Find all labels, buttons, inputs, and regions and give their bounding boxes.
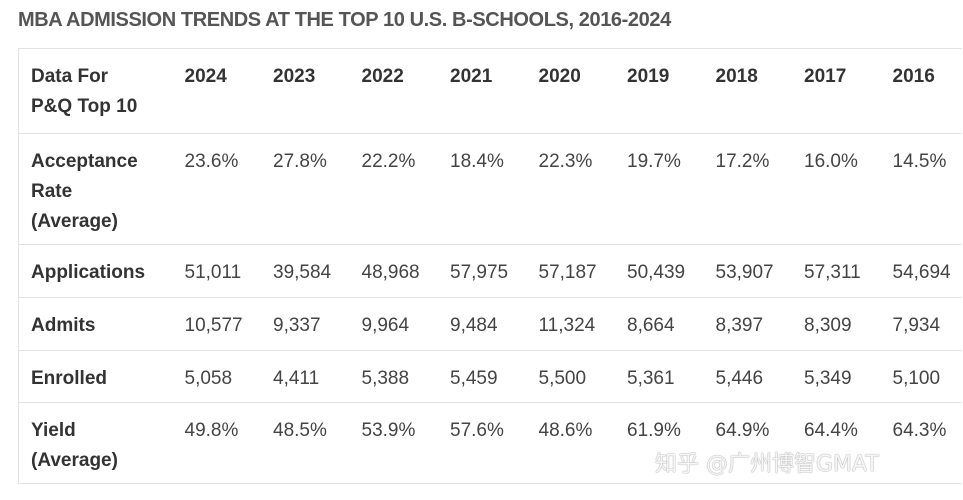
year-header: 2021 <box>450 48 539 134</box>
table-cell: 19.7% <box>627 133 716 245</box>
table-cell: 64.9% <box>715 402 804 484</box>
table-row: Admits 10,577 9,337 9,964 9,484 11,324 8,664 8,… <box>18 297 962 351</box>
table-cell: 10,577 <box>184 297 273 351</box>
table-cell: 8,397 <box>715 297 804 351</box>
header-label: Data For P&Q Top 10 <box>18 48 185 134</box>
admissions-table: Data For P&Q Top 10 2024 2023 2022 2021 2020 20… <box>18 48 962 484</box>
table-cell: 27.8% <box>273 133 362 245</box>
table-cell: 9,484 <box>450 297 539 351</box>
row-label-line: (Average) <box>31 450 118 471</box>
table-cell: 53.9% <box>361 402 450 484</box>
table-cell: 48.5% <box>273 402 362 484</box>
table-cell: 18.4% <box>450 133 539 245</box>
table-row: Acceptance Rate (Average) 23.6% 27.8% 22.2% 18… <box>18 133 962 245</box>
table-cell: 7,934 <box>892 297 962 351</box>
row-label-line: Enrolled <box>31 368 108 389</box>
year-header: 2018 <box>715 48 804 134</box>
table-cell: 61.9% <box>627 402 716 484</box>
table-cell: 14.5% <box>892 133 962 245</box>
row-label: Enrolled <box>18 350 185 403</box>
table-cell: 64.3% <box>892 402 962 484</box>
table-cell: 5,100 <box>892 350 962 403</box>
table-cell: 57.6% <box>450 402 539 484</box>
table-cell: 16.0% <box>804 133 893 245</box>
table-cell: 39,584 <box>273 244 362 298</box>
row-label-line: Applications <box>31 262 146 283</box>
table-cell: 53,907 <box>715 244 804 298</box>
row-label-line: Yield <box>31 420 76 441</box>
header-label-line: Data For <box>31 66 109 87</box>
table-row: Enrolled 5,058 4,411 5,388 5,459 5,500 5,361 5,… <box>18 350 962 403</box>
row-label-line: Acceptance <box>31 151 138 172</box>
table-cell: 5,349 <box>804 350 893 403</box>
table-cell: 5,388 <box>361 350 450 403</box>
table-cell: 48,968 <box>361 244 450 298</box>
table-cell: 8,309 <box>804 297 893 351</box>
table-cell: 22.3% <box>538 133 627 245</box>
table-cell: 48.6% <box>538 402 627 484</box>
table-cell: 50,439 <box>627 244 716 298</box>
table-cell: 5,459 <box>450 350 539 403</box>
year-header: 2017 <box>804 48 893 134</box>
table-cell: 5,500 <box>538 350 627 403</box>
table-cell: 22.2% <box>361 133 450 245</box>
row-label-line: Rate <box>31 181 73 202</box>
table-cell: 9,964 <box>361 297 450 351</box>
table-cell: 8,664 <box>627 297 716 351</box>
header-label-line: P&Q Top 10 <box>31 96 138 117</box>
year-header: 2024 <box>184 48 273 134</box>
admissions-table-container: Data For P&Q Top 10 2024 2023 2022 2021 2020 20… <box>18 48 962 484</box>
table-row: Yield (Average) 49.8% 48.5% 53.9% 57.6% 48.6% 6… <box>18 402 962 484</box>
row-label: Acceptance Rate (Average) <box>18 133 185 245</box>
table-row: Applications 51,011 39,584 48,968 57,975 57,1… <box>18 244 962 298</box>
table-cell: 17.2% <box>715 133 804 245</box>
row-label-line: (Average) <box>31 211 118 232</box>
row-label: Applications <box>18 244 185 298</box>
table-cell: 9,337 <box>273 297 362 351</box>
year-header: 2016 <box>892 48 962 134</box>
table-cell: 5,058 <box>184 350 273 403</box>
row-label: Admits <box>18 297 185 351</box>
year-header: 2020 <box>538 48 627 134</box>
table-cell: 11,324 <box>538 297 627 351</box>
table-cell: 49.8% <box>184 402 273 484</box>
table-cell: 57,975 <box>450 244 539 298</box>
table-cell: 54,694 <box>892 244 962 298</box>
table-cell: 51,011 <box>184 244 273 298</box>
table-cell: 23.6% <box>184 133 273 245</box>
table-cell: 57,311 <box>804 244 893 298</box>
year-header: 2019 <box>627 48 716 134</box>
row-label-line: Admits <box>31 315 96 336</box>
row-label: Yield (Average) <box>18 402 185 484</box>
header-row: Data For P&Q Top 10 2024 2023 2022 2021 2020 20… <box>18 48 962 134</box>
year-header: 2022 <box>361 48 450 134</box>
table-cell: 5,361 <box>627 350 716 403</box>
year-header: 2023 <box>273 48 362 134</box>
watermark: 知乎 @广州博智GMAT <box>655 452 879 477</box>
table-cell: 57,187 <box>538 244 627 298</box>
table-cell: 64.4% <box>804 402 893 484</box>
page-title: MBA ADMISSION TRENDS AT THE TOP 10 U.S. … <box>18 9 671 31</box>
table-cell: 4,411 <box>273 350 362 403</box>
table-cell: 5,446 <box>715 350 804 403</box>
